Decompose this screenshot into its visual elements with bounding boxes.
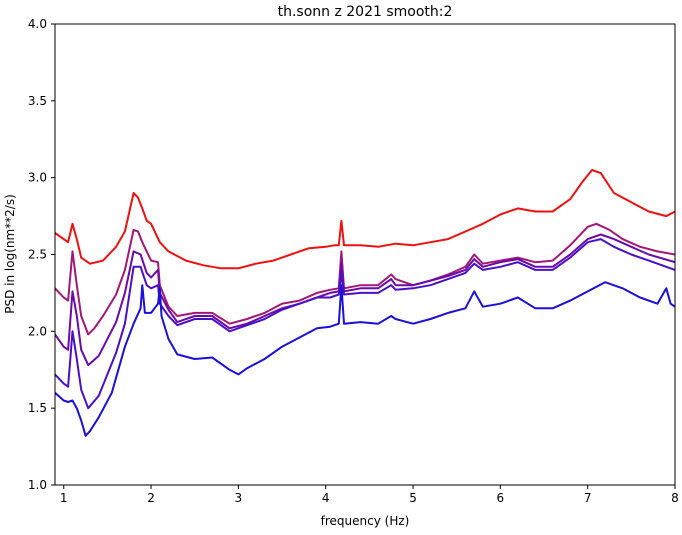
series-layer [55, 169, 675, 437]
y-tick-label: 2.5 [28, 248, 47, 262]
x-tick-label: 5 [409, 491, 417, 505]
series-line-2 [55, 222, 675, 336]
x-tick-label: 6 [497, 491, 505, 505]
series-line-1 [55, 169, 675, 270]
y-tick-label: 3.0 [28, 171, 47, 185]
series-line-5 [55, 281, 675, 437]
x-axis-label: frequency (Hz) [321, 514, 410, 528]
x-tick-label: 8 [671, 491, 679, 505]
x-tick-label: 7 [584, 491, 592, 505]
series-group [55, 169, 675, 437]
y-tick-label: 1.5 [28, 401, 47, 415]
y-tick-label: 4.0 [28, 17, 47, 31]
y-tick-label: 2.0 [28, 324, 47, 338]
chart-title: th.sonn z 2021 smooth:2 [278, 4, 453, 20]
x-tick-label: 2 [147, 491, 155, 505]
axes-layer: 1 2 3 4 5 6 7 8 1.0 1.5 2.0 2.5 3.0 3.5 4.0 [28, 17, 679, 505]
x-tick-label: 1 [60, 491, 68, 505]
y-axis-label: PSD in log(nm**2/s) [3, 194, 17, 314]
x-tick-label: 3 [235, 491, 243, 505]
series-line-4 [55, 238, 675, 410]
x-tick-label: 4 [322, 491, 330, 505]
y-tick-label: 1.0 [28, 478, 47, 492]
y-tick-label: 3.5 [28, 94, 47, 108]
